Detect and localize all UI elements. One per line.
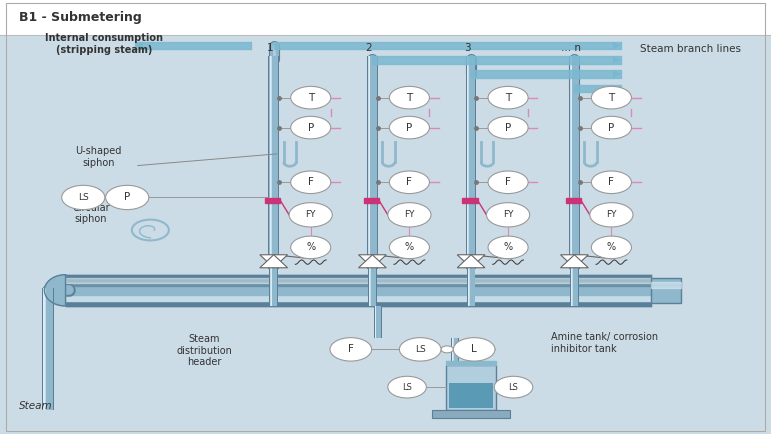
- Circle shape: [291, 236, 331, 259]
- Circle shape: [591, 86, 631, 109]
- Text: FY: FY: [503, 210, 513, 219]
- Text: P: P: [308, 122, 314, 133]
- Text: F: F: [406, 177, 412, 187]
- Text: LS: LS: [415, 345, 426, 354]
- Text: B1 - Submetering: B1 - Submetering: [19, 11, 142, 24]
- Text: %: %: [607, 242, 616, 253]
- Polygon shape: [566, 198, 581, 203]
- Circle shape: [453, 338, 495, 361]
- Circle shape: [487, 203, 530, 227]
- Text: Internal consumption
(stripping steam): Internal consumption (stripping steam): [45, 33, 163, 55]
- Text: LS: LS: [78, 193, 89, 202]
- Circle shape: [291, 116, 331, 139]
- Circle shape: [389, 86, 429, 109]
- Text: L: L: [471, 344, 477, 355]
- Text: Steam: Steam: [19, 401, 53, 411]
- Text: 1: 1: [267, 43, 273, 53]
- Polygon shape: [364, 198, 379, 203]
- Text: T: T: [308, 92, 314, 103]
- Text: LS: LS: [402, 383, 412, 391]
- Text: FY: FY: [606, 210, 617, 219]
- FancyBboxPatch shape: [651, 278, 681, 302]
- Circle shape: [289, 203, 332, 227]
- Text: ... n: ... n: [561, 43, 581, 53]
- Circle shape: [591, 116, 631, 139]
- Text: FY: FY: [404, 210, 415, 219]
- Text: F: F: [308, 177, 314, 187]
- Circle shape: [291, 86, 331, 109]
- Circle shape: [590, 203, 633, 227]
- Text: Circular
siphon: Circular siphon: [72, 203, 109, 224]
- Polygon shape: [260, 255, 288, 268]
- Circle shape: [389, 171, 429, 194]
- Polygon shape: [260, 255, 288, 268]
- Circle shape: [389, 236, 429, 259]
- Polygon shape: [457, 255, 485, 268]
- Circle shape: [488, 86, 528, 109]
- Polygon shape: [457, 255, 485, 268]
- Circle shape: [488, 116, 528, 139]
- Polygon shape: [359, 255, 386, 268]
- Text: Amine tank/ corrosion
inhibitor tank: Amine tank/ corrosion inhibitor tank: [551, 332, 658, 354]
- Text: P: P: [124, 192, 130, 203]
- FancyBboxPatch shape: [449, 383, 493, 408]
- Text: U-shaped
siphon: U-shaped siphon: [76, 146, 122, 168]
- Text: %: %: [503, 242, 513, 253]
- Text: %: %: [405, 242, 414, 253]
- Circle shape: [62, 185, 105, 210]
- Text: T: T: [608, 92, 614, 103]
- Text: F: F: [348, 344, 354, 355]
- Text: LS: LS: [509, 383, 518, 391]
- Text: F: F: [505, 177, 511, 187]
- FancyBboxPatch shape: [0, 0, 771, 35]
- Circle shape: [591, 236, 631, 259]
- Text: P: P: [505, 122, 511, 133]
- Polygon shape: [561, 255, 588, 268]
- Polygon shape: [265, 198, 281, 203]
- Polygon shape: [359, 255, 386, 268]
- Polygon shape: [45, 275, 66, 306]
- Text: F: F: [608, 177, 614, 187]
- Circle shape: [591, 171, 631, 194]
- Text: %: %: [306, 242, 315, 253]
- Text: P: P: [608, 122, 614, 133]
- Circle shape: [488, 236, 528, 259]
- Text: P: P: [406, 122, 412, 133]
- FancyBboxPatch shape: [446, 365, 496, 410]
- Polygon shape: [463, 198, 478, 203]
- Circle shape: [388, 203, 431, 227]
- Text: Steam branch lines: Steam branch lines: [640, 44, 741, 55]
- Text: 2: 2: [365, 43, 372, 53]
- Circle shape: [291, 171, 331, 194]
- Polygon shape: [561, 255, 588, 268]
- Text: Steam
distribution
header: Steam distribution header: [177, 334, 232, 367]
- Circle shape: [106, 185, 149, 210]
- Circle shape: [441, 346, 453, 353]
- Circle shape: [330, 338, 372, 361]
- FancyBboxPatch shape: [432, 410, 510, 418]
- Circle shape: [388, 376, 426, 398]
- Text: 3: 3: [464, 43, 470, 53]
- Circle shape: [399, 338, 441, 361]
- Text: T: T: [505, 92, 511, 103]
- Circle shape: [494, 376, 533, 398]
- Text: T: T: [406, 92, 412, 103]
- Circle shape: [389, 116, 429, 139]
- Circle shape: [488, 171, 528, 194]
- Text: FY: FY: [305, 210, 316, 219]
